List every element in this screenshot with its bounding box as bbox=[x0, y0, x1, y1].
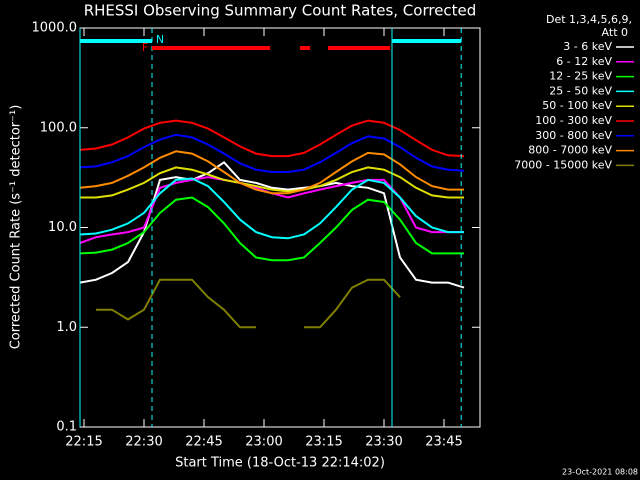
x-tick-label: 23:15 bbox=[305, 435, 342, 450]
x-tick-label: 22:30 bbox=[125, 435, 162, 450]
series-line bbox=[96, 278, 401, 329]
legend-label: 100 - 300 keV bbox=[535, 114, 612, 127]
series-line bbox=[79, 133, 465, 173]
series-line bbox=[79, 177, 464, 240]
legend-label: 7000 - 15000 keV bbox=[514, 158, 612, 171]
y-tick-label: 10.0 bbox=[48, 220, 77, 235]
legend-header: Det 1,3,4,5,6,9, bbox=[546, 13, 632, 26]
legend-label: 50 - 100 keV bbox=[542, 99, 612, 112]
legend-label: 300 - 800 keV bbox=[535, 129, 612, 142]
y-tick-label: 100.0 bbox=[40, 120, 77, 135]
y-tick-label: 0.1 bbox=[56, 420, 77, 435]
x-tick-label: 23:00 bbox=[245, 435, 282, 450]
y-axis-label: Corrected Count Rate (s⁻¹ detector⁻¹) bbox=[9, 105, 24, 350]
y-tick-label: 1.0 bbox=[56, 320, 77, 335]
x-axis-label: Start Time (18-Oct-13 22:14:02) bbox=[175, 456, 385, 471]
chart-title: RHESSI Observing Summary Count Rates, Co… bbox=[84, 2, 477, 20]
y-tick-label: 1000.0 bbox=[32, 21, 78, 36]
series-line bbox=[80, 166, 464, 199]
legend-label: 25 - 50 keV bbox=[549, 84, 612, 97]
legend-label: 800 - 7000 keV bbox=[528, 144, 612, 157]
legend-label: 12 - 25 keV bbox=[549, 70, 612, 83]
x-tick-label: 23:45 bbox=[425, 435, 462, 450]
legend-label: 6 - 12 keV bbox=[556, 55, 612, 68]
x-tick-label: 22:15 bbox=[65, 435, 102, 450]
footer: 23-Oct-2021 08:08 bbox=[562, 468, 638, 477]
x-tick-label: 22:45 bbox=[185, 435, 222, 450]
x-tick-label: 23:30 bbox=[365, 435, 402, 450]
series-line bbox=[79, 196, 464, 262]
legend-header: Att 0 bbox=[602, 26, 628, 39]
flag-label: F bbox=[142, 41, 148, 54]
flag-label: N bbox=[156, 33, 164, 46]
series-line bbox=[79, 119, 465, 158]
legend-label: 3 - 6 keV bbox=[563, 40, 612, 53]
series-line bbox=[79, 150, 464, 195]
